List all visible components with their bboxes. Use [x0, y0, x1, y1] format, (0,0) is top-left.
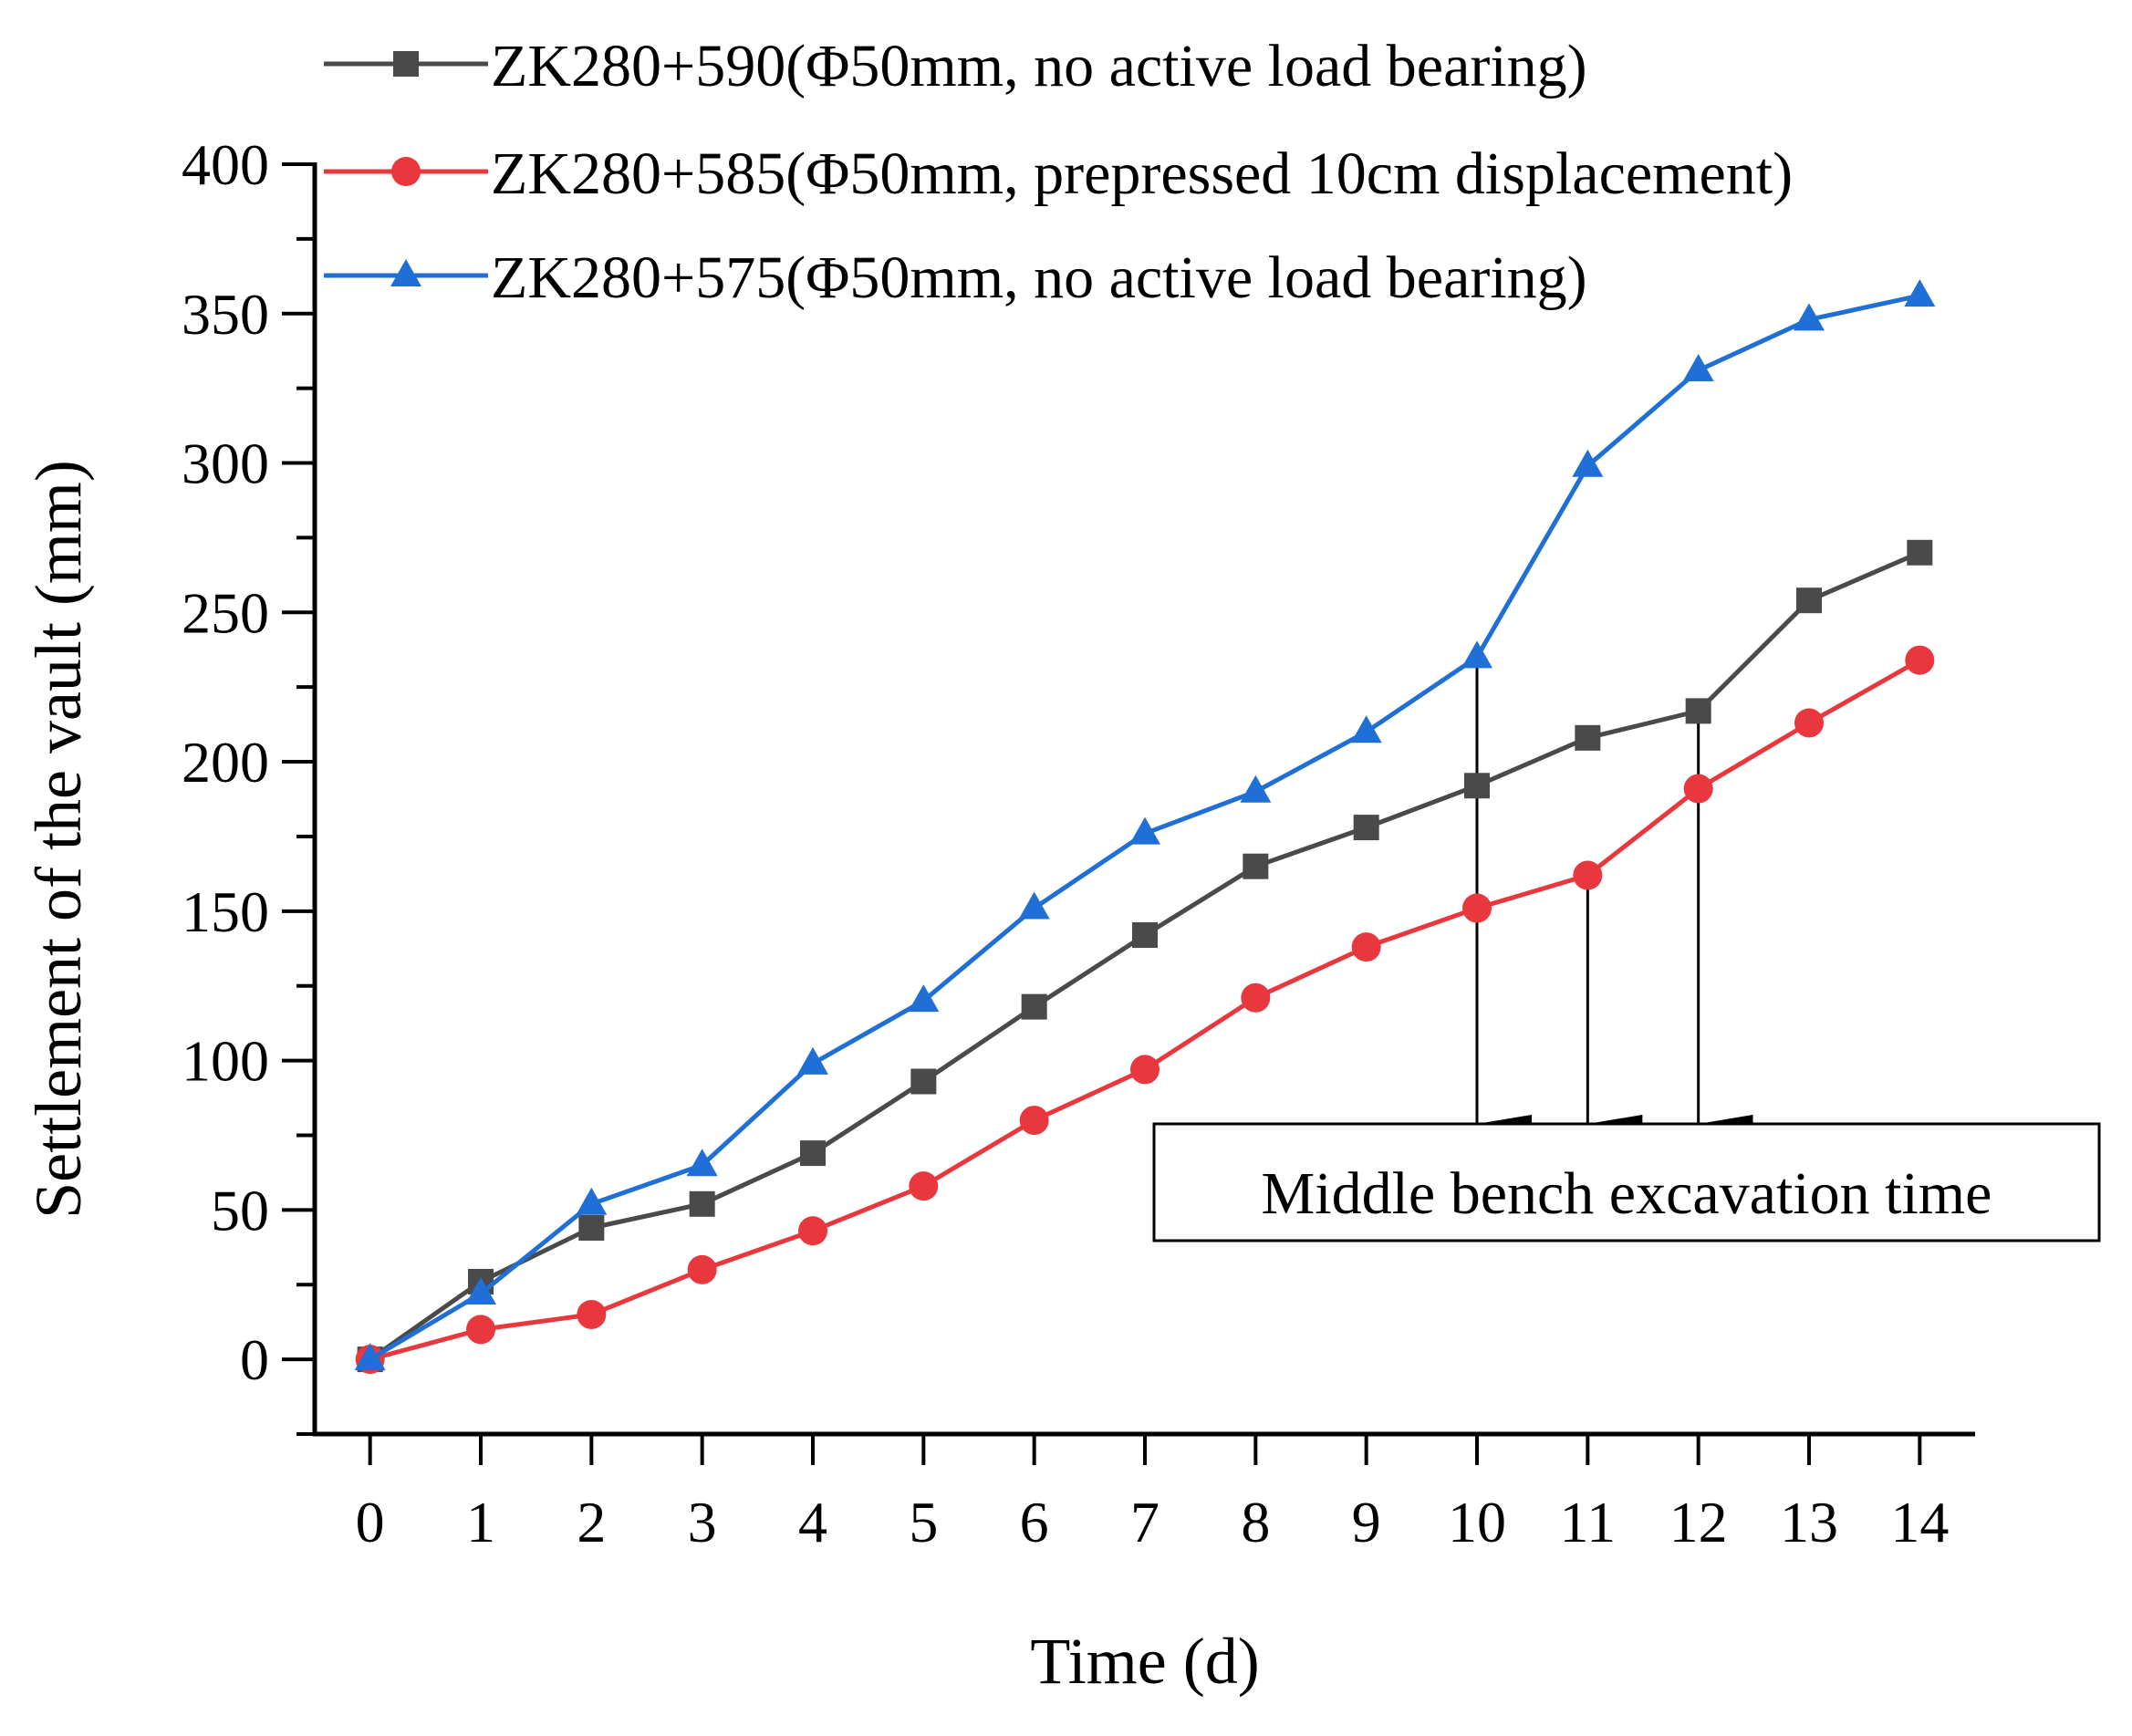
data-point: [1240, 774, 1272, 803]
data-point: [1462, 893, 1492, 923]
data-point: [1129, 816, 1160, 845]
data-point: [1796, 587, 1822, 614]
series-1: [357, 539, 1933, 1373]
y-tick-label: 0: [240, 1327, 269, 1392]
data-point: [1575, 724, 1601, 751]
data-point: [686, 1149, 718, 1177]
data-point: [466, 1315, 495, 1345]
legend-item-1: ZK280+590(Φ50mm, no active load bearing): [324, 33, 1587, 99]
data-point: [1682, 353, 1714, 381]
x-tick-label: 4: [798, 1490, 827, 1554]
data-point: [1350, 715, 1382, 743]
data-point: [465, 1277, 496, 1305]
legend-label: ZK280+590(Φ50mm, no active load bearing): [491, 33, 1587, 99]
legend-swatch-marker: [393, 51, 419, 77]
data-point: [1683, 774, 1713, 804]
data-point: [909, 1171, 939, 1201]
annotation-text: Middle bench excavation time: [1262, 1160, 1992, 1227]
data-point: [577, 1299, 607, 1329]
data-point: [1021, 993, 1047, 1020]
x-tick-label: 1: [466, 1490, 495, 1554]
series-2: [355, 645, 1935, 1375]
x-tick-label: 6: [1020, 1490, 1049, 1554]
data-point: [798, 1216, 827, 1246]
data-point: [800, 1140, 826, 1167]
x-tick-label: 0: [356, 1490, 385, 1554]
legend-swatch-marker: [391, 157, 421, 186]
y-tick-label: 100: [182, 1029, 269, 1094]
y-tick-label: 400: [182, 132, 269, 197]
data-point: [1685, 698, 1711, 724]
y-tick-label: 150: [182, 879, 269, 944]
y-tick-label: 250: [182, 580, 269, 645]
x-tick-label: 8: [1241, 1490, 1270, 1554]
y-tick-label: 300: [182, 431, 269, 496]
legend-item-2: ZK280+585(Φ50mm, prepressed 10cm displac…: [324, 140, 1793, 207]
data-point: [1019, 1106, 1049, 1136]
data-point: [354, 1343, 386, 1371]
data-point: [689, 1190, 715, 1217]
data-point: [1461, 640, 1492, 669]
data-point: [1351, 932, 1381, 962]
data-point: [1904, 279, 1936, 307]
data-point: [687, 1254, 717, 1284]
x-tick-label: 14: [1890, 1490, 1949, 1554]
series-line: [369, 658, 1921, 1362]
x-tick-label: 5: [909, 1490, 938, 1554]
data-point: [1572, 449, 1604, 477]
y-axis-label: Settlement of the vault (mm): [22, 460, 95, 1219]
data-point: [576, 1187, 608, 1215]
x-axis-ticks: 0 1 2 3 4 5 6 7 8 9 10 11 12 13 14: [356, 1434, 1949, 1554]
x-tick-label: 10: [1448, 1490, 1506, 1554]
data-point: [1794, 708, 1824, 738]
data-point: [910, 1068, 937, 1095]
data-point: [1353, 815, 1379, 841]
data-point: [1905, 645, 1935, 675]
legend: ZK280+590(Φ50mm, no active load bearing)…: [324, 33, 1793, 311]
data-point: [1132, 922, 1158, 949]
x-tick-label: 2: [577, 1490, 606, 1554]
legend-label: ZK280+575(Φ50mm, no active load bearing): [491, 244, 1587, 311]
x-tick-label: 13: [1780, 1490, 1838, 1554]
data-point: [1464, 773, 1490, 799]
data-point: [797, 1046, 828, 1075]
x-tick-label: 11: [1560, 1490, 1617, 1554]
data-point: [908, 984, 940, 1013]
x-tick-label: 12: [1669, 1490, 1728, 1554]
series-3: [354, 279, 1936, 1371]
x-axis-label: Time (d): [1030, 1625, 1259, 1698]
data-point: [1243, 853, 1269, 879]
y-tick-label: 200: [182, 730, 269, 795]
data-point: [1573, 860, 1603, 890]
data-point: [1018, 891, 1050, 920]
data-point: [578, 1215, 605, 1242]
legend-item-3: ZK280+575(Φ50mm, no active load bearing): [324, 244, 1587, 311]
y-axis-ticks: 0 50 100 150 200 250 300 350 400: [182, 132, 315, 1436]
annotation-box: [1152, 1122, 2101, 1242]
y-tick-label: 350: [182, 282, 269, 347]
legend-label: ZK280+585(Φ50mm, prepressed 10cm displac…: [491, 140, 1793, 207]
legend-swatch-marker: [390, 259, 421, 286]
y-tick-label: 50: [211, 1178, 269, 1242]
x-tick-label: 3: [688, 1490, 717, 1554]
annotation: Middle bench excavation time: [1152, 1122, 2101, 1242]
data-point: [1794, 303, 1825, 331]
data-point: [1907, 539, 1933, 566]
data-point: [1130, 1055, 1160, 1085]
plot-series: [354, 279, 1936, 1375]
x-tick-label: 7: [1130, 1490, 1160, 1554]
data-point: [1241, 982, 1271, 1013]
x-tick-label: 9: [1352, 1490, 1381, 1554]
